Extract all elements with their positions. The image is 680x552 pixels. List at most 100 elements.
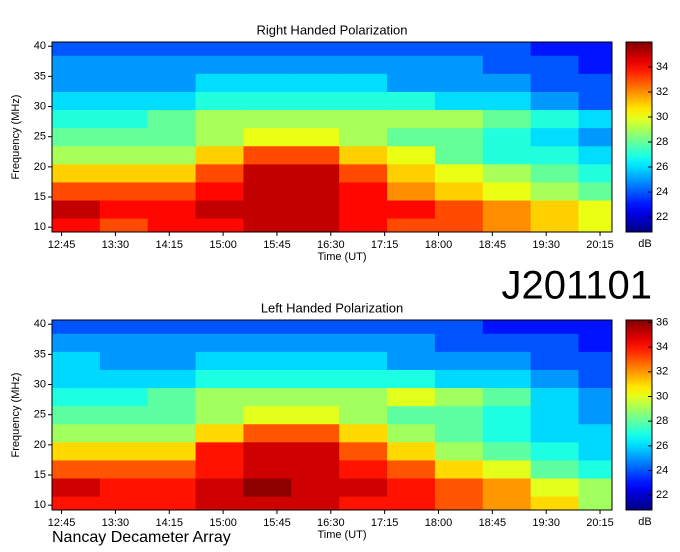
heatmap-cell (434, 478, 484, 497)
heatmap-cell (243, 145, 292, 165)
heatmap-cell (387, 109, 436, 129)
heatmap-cell (99, 387, 149, 407)
heatmap-cell (195, 73, 244, 92)
heatmap-cell (147, 42, 197, 56)
heatmap-cell (243, 496, 292, 510)
heatmap-cell (147, 163, 197, 183)
heatmap-cell (482, 42, 532, 56)
heatmap-cell (339, 496, 388, 510)
heatmap-cell (291, 405, 340, 425)
heatmap-cell (99, 218, 149, 232)
heatmap-cell (99, 423, 149, 443)
heatmap-cell (52, 218, 101, 232)
heatmap-cell (530, 42, 579, 56)
heatmap-cell (482, 127, 532, 147)
heatmap-cell (195, 459, 244, 479)
heatmap-cell (482, 320, 532, 334)
heatmap-cell (387, 496, 436, 510)
heatmap-cell (530, 181, 579, 201)
y-axis-label: Frequency (MHz) (10, 373, 22, 458)
heatmap-cell (578, 441, 612, 461)
heatmap-cell (578, 55, 612, 74)
heatmap-cell (578, 478, 612, 497)
heatmap-cell (339, 73, 388, 92)
heatmap-cell (482, 351, 532, 370)
heatmap-cell (339, 200, 388, 219)
heatmap-cell (147, 478, 197, 497)
heatmap-cell (52, 405, 101, 425)
heatmap-cell (530, 423, 579, 443)
heatmap-cell (482, 441, 532, 461)
heatmap-cell (99, 441, 149, 461)
heatmap-cell (530, 109, 579, 129)
heatmap-cell (482, 387, 532, 407)
heatmap-cell (578, 109, 612, 129)
heatmap-cell (52, 478, 101, 497)
heatmap-cell (387, 387, 436, 407)
y-tick-label: 25 (34, 131, 46, 143)
heatmap-cell (147, 181, 197, 201)
x-tick-label: 15:00 (209, 239, 237, 251)
heatmap-cell (52, 145, 101, 165)
heatmap-cell (243, 387, 292, 407)
heatmap-cell (387, 423, 436, 443)
heatmap (52, 42, 612, 232)
heatmap-cell (99, 127, 149, 147)
heatmap-cell (578, 91, 612, 111)
heatmap-cell (482, 496, 532, 510)
heatmap-cell (243, 423, 292, 443)
heatmap-cell (387, 200, 436, 219)
colorbar-tick-label: 32 (656, 86, 668, 98)
heatmap-cell (195, 145, 244, 165)
heatmap-cell (99, 333, 149, 352)
heatmap-cell (482, 163, 532, 183)
y-tick-label: 10 (34, 499, 46, 511)
heatmap-cell (99, 351, 149, 370)
heatmap-cell (52, 109, 101, 129)
heatmap-cell (195, 200, 244, 219)
heatmap-cell (339, 478, 388, 497)
heatmap-cell (339, 405, 388, 425)
heatmap-cell (578, 200, 612, 219)
heatmap-cell (530, 351, 579, 370)
heatmap-cell (530, 478, 579, 497)
heatmap-cell (291, 200, 340, 219)
heatmap-cell (99, 200, 149, 219)
heatmap-cell (195, 163, 244, 183)
heatmap-cell (434, 405, 484, 425)
heatmap-cell (387, 127, 436, 147)
heatmap-cell (482, 423, 532, 443)
heatmap-cell (530, 163, 579, 183)
y-tick-label: 40 (34, 40, 46, 52)
heatmap-cell (530, 369, 579, 389)
heatmap-cell (482, 369, 532, 389)
heatmap-cell (147, 218, 197, 232)
heatmap-cell (99, 369, 149, 389)
heatmap-cell (291, 55, 340, 74)
x-tick-label: 15:45 (263, 239, 291, 251)
heatmap-cell (339, 218, 388, 232)
heatmap-cell (530, 127, 579, 147)
heatmap-cell (434, 351, 484, 370)
heatmap-cell (339, 55, 388, 74)
heatmap-cell (52, 55, 101, 74)
heatmap-cell (147, 127, 197, 147)
heatmap-cell (147, 369, 197, 389)
colorbar-tick-label: 34 (656, 341, 668, 353)
heatmap-cell (147, 441, 197, 461)
heatmap-cell (291, 351, 340, 370)
heatmap-cell (195, 127, 244, 147)
heatmap-cell (482, 459, 532, 479)
x-tick-label: 17:15 (371, 517, 399, 529)
heatmap-cell (291, 387, 340, 407)
heatmap-cell (434, 218, 484, 232)
heatmap-cell (434, 55, 484, 74)
y-tick-label: 35 (34, 348, 46, 360)
x-tick-label: 15:00 (209, 517, 237, 529)
heatmap-cell (434, 42, 484, 56)
heatmap-cell (339, 42, 388, 56)
heatmap-cell (195, 351, 244, 370)
heatmap-cell (243, 42, 292, 56)
heatmap-cell (291, 478, 340, 497)
heatmap-cell (195, 496, 244, 510)
